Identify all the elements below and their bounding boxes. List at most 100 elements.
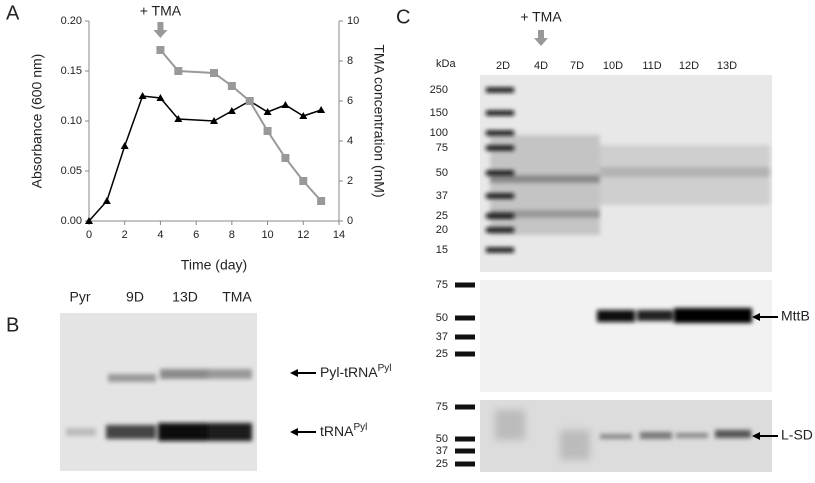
x-tick-label: 12 xyxy=(297,229,309,241)
ladder-label: 50 xyxy=(436,167,448,179)
ladder-label: 37 xyxy=(436,190,448,202)
marker xyxy=(317,197,326,205)
y2-tick-label: 10 xyxy=(347,15,359,27)
ladder-band xyxy=(486,213,514,219)
ladder-band xyxy=(486,110,514,116)
ladder-band xyxy=(486,193,514,199)
kda-label: kDa xyxy=(436,58,456,70)
lane-label: 13D xyxy=(717,60,737,72)
ladder-marker xyxy=(455,282,475,288)
annotation: + TMA xyxy=(520,9,562,25)
lane-label: 13D xyxy=(172,289,198,305)
x-tick-label: 8 xyxy=(229,229,235,241)
y-tick-label: 0.00 xyxy=(61,215,82,227)
panel-label: C xyxy=(396,6,410,28)
y2-tick-label: 4 xyxy=(347,135,353,147)
ladder-marker xyxy=(455,436,475,442)
lane-label: 7D xyxy=(570,60,584,72)
ladder-label: 75 xyxy=(436,401,448,413)
y2-tick-label: 2 xyxy=(347,175,353,187)
protein-label: L-SD xyxy=(781,427,813,443)
y-axis-label: Absorbance (600 nm) xyxy=(29,54,45,189)
x-tick-label: 0 xyxy=(86,229,92,241)
ladder-marker xyxy=(455,448,475,454)
ladder-label: 37 xyxy=(436,331,448,343)
series-line xyxy=(159,49,322,202)
marker xyxy=(299,177,308,185)
ladder-label: 25 xyxy=(436,210,448,222)
x-tick-label: 14 xyxy=(333,229,345,241)
marker xyxy=(227,107,236,114)
gel-background xyxy=(60,313,257,471)
marker xyxy=(281,154,290,162)
marker xyxy=(85,217,93,224)
marker xyxy=(102,197,111,204)
y-tick-label: 0.20 xyxy=(61,15,82,27)
x-axis-label: Time (day) xyxy=(181,257,247,273)
lane-label: TMA xyxy=(222,289,252,305)
y-tick-label: 0.10 xyxy=(61,115,82,127)
lane-label: 10D xyxy=(603,60,623,72)
panel-label: B xyxy=(6,314,19,336)
ladder-band xyxy=(486,227,514,233)
lane-label: 4D xyxy=(534,60,548,72)
lane-label: 2D xyxy=(496,60,510,72)
ladder-label: 250 xyxy=(430,84,448,96)
ladder-band xyxy=(486,247,514,253)
y-tick-label: 0.15 xyxy=(61,65,82,77)
annotation-arrow xyxy=(153,22,168,38)
marker xyxy=(227,82,236,90)
marker xyxy=(210,117,218,124)
y2-tick-label: 6 xyxy=(347,95,353,107)
ladder-label: 75 xyxy=(436,279,448,291)
gel-bands xyxy=(66,369,252,441)
y2-tick-label: 8 xyxy=(347,55,353,67)
gel-bands xyxy=(490,135,770,439)
protein-label: MttB xyxy=(781,308,810,324)
marker xyxy=(210,69,218,77)
ladder-marker xyxy=(455,334,475,340)
ladder-band xyxy=(486,87,514,93)
marker xyxy=(245,97,254,105)
lane-label: 12D xyxy=(679,60,699,72)
marker xyxy=(156,94,165,101)
panel-label: A xyxy=(6,2,20,24)
lane-label: 9D xyxy=(126,289,144,305)
band-name: tRNA xyxy=(320,423,354,439)
marker xyxy=(120,142,129,149)
marker xyxy=(156,46,165,54)
marker xyxy=(174,115,183,122)
y2-tick-label: 0 xyxy=(347,215,353,227)
ladder-label: 100 xyxy=(430,127,448,139)
lane-label: 11D xyxy=(642,60,661,72)
ladder-label: 75 xyxy=(436,142,448,154)
marker xyxy=(174,67,183,75)
marker xyxy=(263,108,272,115)
ladder-label: 50 xyxy=(436,433,448,445)
band-label: tRNAPyl xyxy=(320,422,367,439)
ladder-marker xyxy=(455,351,475,357)
ladder-band xyxy=(486,145,514,151)
ladder-label: 37 xyxy=(436,445,448,457)
marker xyxy=(281,101,290,108)
ladder-label: 15 xyxy=(436,244,448,256)
ladder-label: 25 xyxy=(436,458,448,470)
x-tick-label: 4 xyxy=(157,229,163,241)
marker xyxy=(263,127,272,135)
x-tick-label: 6 xyxy=(193,229,199,241)
ladder-band xyxy=(486,130,514,136)
x-tick-label: 2 xyxy=(122,229,128,241)
lane-label: Pyr xyxy=(70,289,91,305)
band-superscript: Pyl xyxy=(378,363,392,374)
band-superscript: Pyl xyxy=(353,422,367,433)
y2-axis-label: TMA concentration (mM) xyxy=(371,44,387,197)
ladder-label: 150 xyxy=(430,107,448,119)
marker xyxy=(138,92,147,99)
annotation: + TMA xyxy=(140,3,182,19)
marker xyxy=(317,106,326,113)
band-label: Pyl-tRNAPyl xyxy=(320,363,391,380)
ladder-label: 25 xyxy=(436,348,448,360)
y-tick-label: 0.05 xyxy=(61,165,82,177)
